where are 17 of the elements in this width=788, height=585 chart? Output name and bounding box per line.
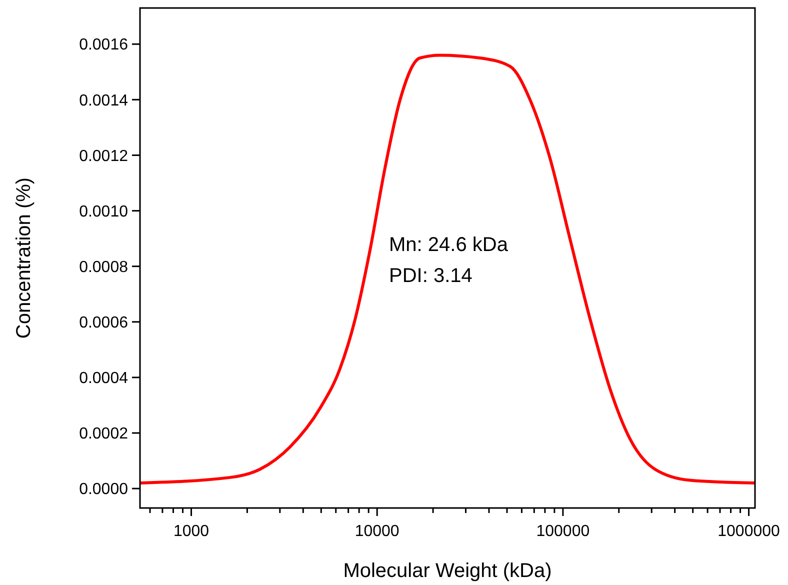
y-tick-label: 0.0012	[79, 148, 128, 165]
x-tick-label: 100000	[536, 523, 590, 540]
y-tick-label: 0.0008	[79, 258, 128, 276]
x-axis-title: Molecular Weight (kDa)	[343, 560, 552, 582]
y-tick-label: 0.0014	[79, 92, 128, 110]
y-tick-label: 0.0006	[79, 314, 128, 332]
y-tick-label: 0.0000	[79, 481, 128, 498]
y-tick-label: 0.0002	[79, 426, 128, 443]
y-tick-label: 0.0004	[79, 370, 128, 388]
x-tick-label: 1000	[173, 523, 210, 540]
annotation: Mn: 24.6 kDa	[389, 234, 509, 256]
x-tick-label: 10000	[354, 523, 400, 540]
y-tick-label: 0.0016	[79, 36, 128, 54]
annotation: PDI: 3.14	[389, 265, 472, 287]
y-tick-label: 0.0010	[79, 203, 128, 220]
x-tick-label: 1000000	[718, 523, 780, 540]
y-axis-title: Concentration (%)	[13, 177, 35, 339]
